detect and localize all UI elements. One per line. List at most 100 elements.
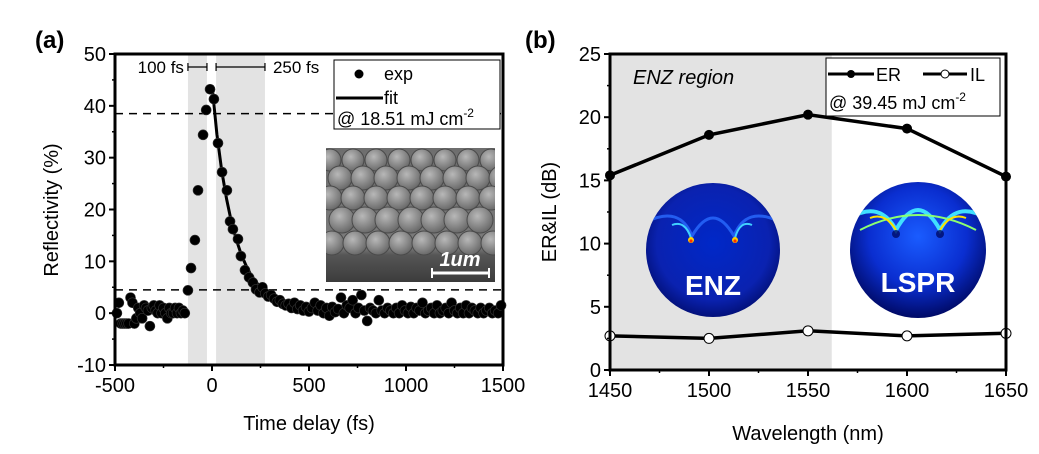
legend-il-marker xyxy=(940,69,950,79)
nanoparticle xyxy=(397,206,425,234)
nanoparticle xyxy=(420,206,448,234)
panel-label-b: (b) xyxy=(525,27,556,54)
nanoparticle xyxy=(326,230,345,256)
x-tick-label: 1650 xyxy=(984,380,1029,402)
x-axis-title-a: Time delay (fs) xyxy=(243,413,375,435)
y-tick-label: 10 xyxy=(84,251,106,273)
nanoparticle xyxy=(480,230,495,256)
x-tick-label: -500 xyxy=(95,375,135,397)
panel-b: (b) ENZ xyxy=(525,27,1028,445)
duration-annotations: 100 fs 250 fs xyxy=(138,58,320,77)
nanoparticle xyxy=(455,185,481,211)
enz-label: ENZ xyxy=(685,270,741,301)
nanoparticle xyxy=(351,206,379,234)
x-tick-label: 1450 xyxy=(588,380,633,402)
exp-point xyxy=(227,223,239,235)
legend-fluence-note: @ 18.51 mJ cm-2 xyxy=(337,106,474,129)
nanoparticle xyxy=(488,167,495,189)
y-tick-label: 20 xyxy=(84,200,106,222)
lspr-field-map: LSPR xyxy=(850,182,986,318)
shaded-region xyxy=(216,54,265,365)
exp-point xyxy=(335,292,347,303)
nanoparticle xyxy=(411,230,437,256)
x-tick-label: 1000 xyxy=(384,375,429,397)
legend-b: ER IL @ 39.45 mJ cm-2 xyxy=(825,57,1001,117)
y-ticks-b: 0 5 10 15 20 25 xyxy=(579,44,610,382)
exp-point xyxy=(235,250,247,262)
nanoparticle xyxy=(340,185,366,211)
y-tick-label: 5 xyxy=(590,297,601,319)
y-tick-label: 20 xyxy=(579,107,601,129)
x-tick-label: 500 xyxy=(292,375,325,397)
duration-label: 100 fs xyxy=(138,58,184,77)
y-axis-title-b: ER&IL (dB) xyxy=(539,162,561,262)
exp-point xyxy=(347,294,358,306)
nanoparticle xyxy=(328,206,356,234)
y-tick-label: 0 xyxy=(590,360,601,382)
x-tick-label: 1600 xyxy=(885,380,930,402)
er-point xyxy=(803,109,813,120)
y-tick-label: 25 xyxy=(579,44,601,66)
exp-point xyxy=(144,320,156,332)
exp-point xyxy=(232,233,244,245)
exp-point xyxy=(185,262,197,274)
legend-exp-label: exp xyxy=(384,64,413,84)
exp-point xyxy=(182,285,194,296)
exp-point xyxy=(197,129,209,141)
exp-point xyxy=(208,93,220,105)
y-axis-title-a: Reflectivity (%) xyxy=(41,143,63,276)
x-ticks-a: -500 0 500 1000 1500 xyxy=(95,365,525,397)
x-tick-label: 1550 xyxy=(786,380,831,402)
exp-point xyxy=(216,166,228,178)
exp-point xyxy=(361,315,373,327)
legend-il-label: IL xyxy=(970,65,985,85)
legend-fluence-note: @ 39.45 mJ cm-2 xyxy=(829,90,966,113)
exp-point xyxy=(417,297,428,309)
il-point xyxy=(901,330,913,342)
exp-point xyxy=(136,313,148,324)
exp-point xyxy=(495,300,507,311)
y-tick-label: 40 xyxy=(84,96,106,118)
er-point xyxy=(704,129,714,140)
nanoparticle xyxy=(374,206,402,234)
enz-field-map: ENZ xyxy=(646,183,780,317)
nanoparticle xyxy=(388,230,414,256)
nanoparticle xyxy=(386,185,412,211)
scale-bar-label: 1um xyxy=(439,249,480,271)
exp-point xyxy=(356,289,367,301)
legend-er-marker xyxy=(847,70,855,78)
y-tick-label: -10 xyxy=(77,355,106,377)
lspr-label: LSPR xyxy=(881,267,956,298)
exp-point xyxy=(204,83,216,95)
y-ticks-a: -10 0 10 20 30 40 50 xyxy=(77,44,115,377)
exp-series xyxy=(111,83,507,332)
legend-fit-label: fit xyxy=(384,88,398,108)
x-tick-label: 0 xyxy=(206,375,217,397)
il-point xyxy=(802,325,814,337)
nanoparticle xyxy=(443,206,471,234)
legend-a: exp fit @ 18.51 mJ cm-2 xyxy=(333,59,501,130)
panel-a: (a) 100 fs 250 fs 1um exp fit @ 18.51 mJ … xyxy=(35,27,525,435)
panel-label-a: (a) xyxy=(35,27,64,54)
nanoparticle xyxy=(466,206,494,234)
nanoparticle xyxy=(326,185,343,211)
nanoparticle xyxy=(409,185,435,211)
exp-point xyxy=(189,234,201,246)
il-point xyxy=(703,332,715,344)
exp-point xyxy=(192,185,204,196)
exp-point xyxy=(200,104,212,116)
legend-exp-marker xyxy=(354,69,364,79)
y-tick-label: 10 xyxy=(579,234,601,256)
nanoparticle xyxy=(342,230,368,256)
sem-inset-image: 1um xyxy=(326,148,495,282)
er-point xyxy=(902,123,912,134)
y-tick-label: 50 xyxy=(84,44,106,66)
nanoparticle xyxy=(478,185,495,211)
nanoparticle xyxy=(363,185,389,211)
shaded-regions xyxy=(187,54,265,365)
x-ticks-b: 1450 1500 1550 1600 1650 xyxy=(588,370,1029,402)
legend-er-label: ER xyxy=(876,65,901,85)
x-tick-label: 1500 xyxy=(687,380,732,402)
exp-point xyxy=(373,294,385,306)
